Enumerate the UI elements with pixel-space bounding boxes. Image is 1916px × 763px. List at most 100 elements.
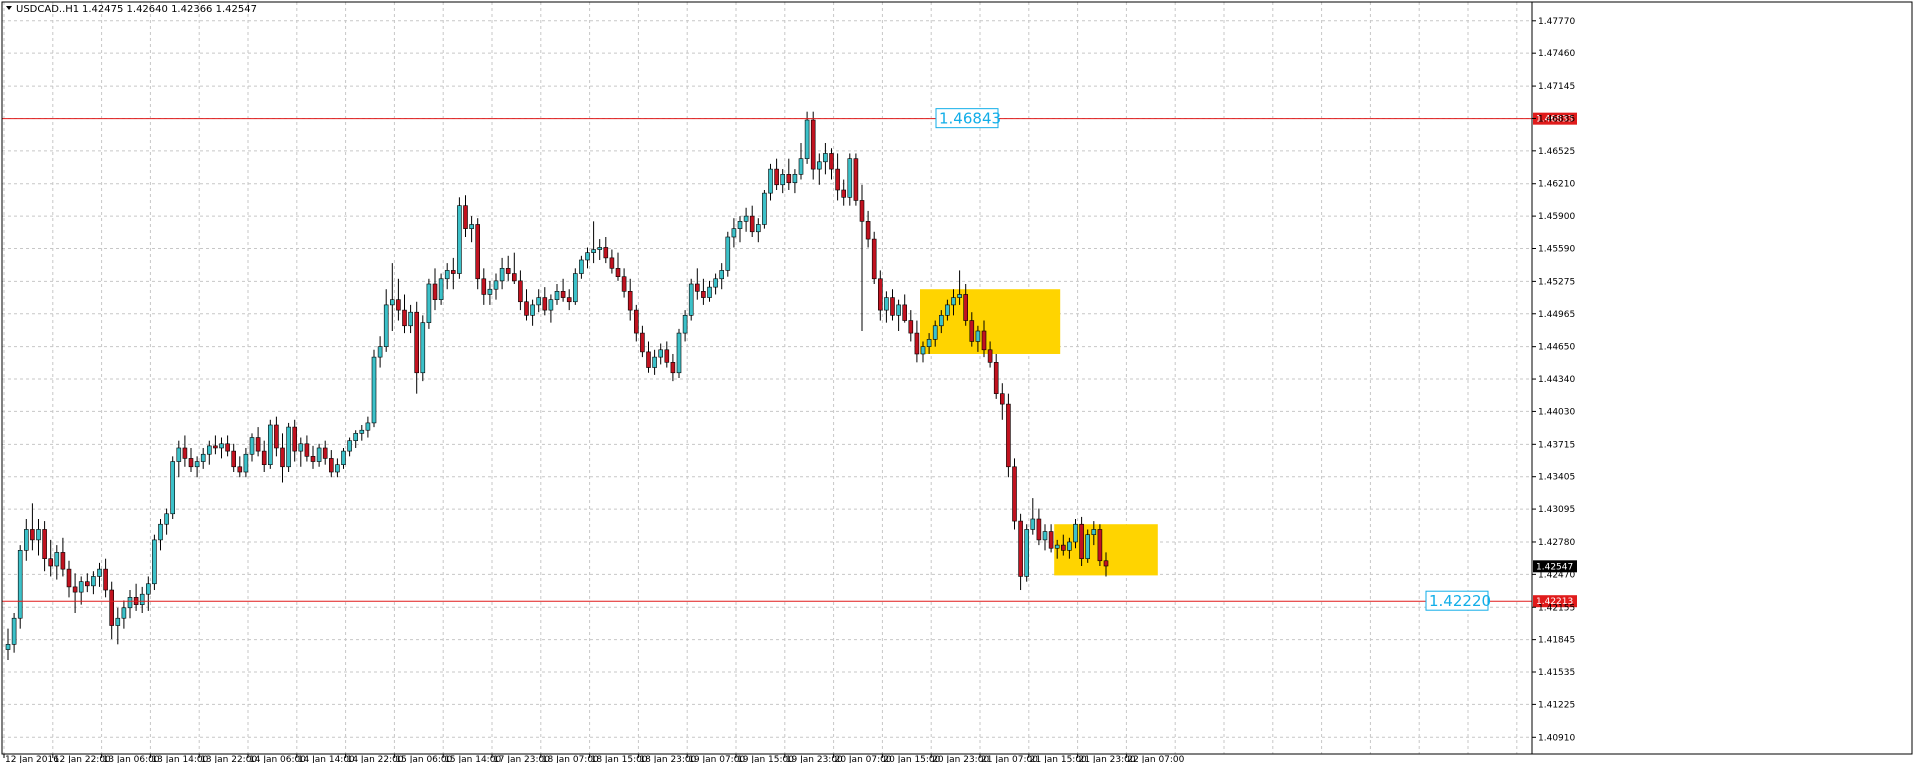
candle [1079,516,1084,566]
candle-body [798,158,804,175]
candle-body [499,268,505,282]
candle [36,519,41,556]
candle [908,310,914,342]
candle [231,443,236,472]
candle-body [493,280,499,290]
price-tick-label: 1.42155 [1538,603,1575,613]
candle-body [560,291,566,298]
candle [1091,521,1097,546]
level-axis-label: 1.42213 [1536,597,1573,607]
candle [542,287,548,316]
candle-body [267,424,273,465]
candle-body [1085,534,1090,559]
time-tick-label: 14 Jan 14:00 [298,755,355,763]
candle-body [213,445,218,449]
candle-body [847,158,853,198]
candle-body [426,283,432,323]
candle [731,218,737,248]
candle-body [292,426,298,452]
time-tick-label: 18 Jan 23:00 [639,755,696,763]
dropdown-triangle-icon[interactable] [6,6,12,10]
candle-body [207,445,212,455]
candle-body [475,224,481,280]
candle-body [322,447,328,459]
candle [322,440,328,465]
candle [127,590,133,619]
candle-body [957,294,962,298]
candle-body [670,362,676,374]
price-tick-label: 1.44030 [1538,407,1575,417]
candle-body [823,153,828,163]
time-tick-label: 13 Jan 14:00 [151,755,208,763]
candle [371,349,377,428]
candle-body [987,349,993,363]
candle-body [1006,403,1011,468]
candle [328,450,334,478]
candle-body [719,270,725,280]
candle-body [408,311,413,327]
candle [182,435,188,467]
candle-body [188,458,194,468]
candle-body [652,356,657,368]
candle-body [859,200,865,222]
candle [853,153,859,206]
candle [572,268,578,305]
candle-body [341,450,346,465]
candle [621,268,627,298]
candle [1024,524,1029,582]
candle-body [566,297,572,303]
candle-body [487,288,493,295]
candle-body [365,422,371,431]
candle-body [701,291,706,298]
candle [103,558,108,598]
candle [139,586,145,613]
candle-body [237,466,243,473]
candle-body [932,325,938,340]
candle-body [585,252,590,261]
candle [1097,524,1103,566]
candle-body [1042,531,1048,541]
candle [896,299,901,331]
price-label-box[interactable] [935,108,999,129]
candle-body [5,644,11,650]
price-tick-label: 1.47145 [1538,82,1575,92]
price-tick-label: 1.43405 [1538,473,1575,483]
candle-body [42,529,47,559]
candle-body [194,461,200,468]
candle [804,111,810,164]
candle [688,278,694,321]
candle [755,218,761,243]
candle [560,278,566,302]
candle [60,537,66,577]
candle-body [1024,529,1029,577]
candle-body [1097,529,1103,562]
candle-body [975,330,981,342]
candle-body [109,589,114,626]
candle [591,221,596,264]
candle-body [829,153,834,170]
candle [109,581,114,640]
candle [829,148,834,180]
candle [286,422,291,472]
candle [170,456,175,519]
time-tick-label: 22 Jan 07:00 [1127,755,1184,763]
candle-body [993,362,999,394]
candle [938,310,944,334]
candle-body [743,215,749,222]
candle-body [920,346,926,355]
candle [603,237,609,264]
candle [823,143,828,175]
price-label-box[interactable] [1425,590,1489,611]
candle [951,289,956,316]
time-tick-label: 14 Jan 06:00 [249,755,306,763]
candle [505,255,511,281]
candle-body [621,276,627,292]
candle [432,268,438,311]
candle [23,519,29,561]
time-tick-label: 19 Jan 15:00 [737,755,794,763]
price-tick-label: 1.43715 [1538,440,1575,450]
grid-lines [2,2,1532,754]
candle [768,163,773,201]
